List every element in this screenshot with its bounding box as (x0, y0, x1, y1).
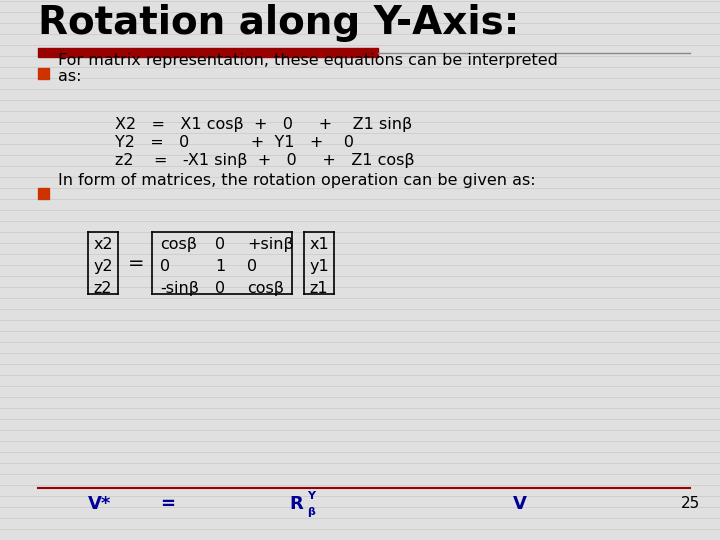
Text: +sinβ: +sinβ (247, 237, 294, 252)
Text: 25: 25 (680, 496, 700, 511)
Text: 0: 0 (215, 237, 225, 252)
Text: x1: x1 (309, 237, 329, 252)
Text: For matrix representation, these equations can be interpreted: For matrix representation, these equatio… (58, 53, 558, 68)
Text: 1: 1 (215, 259, 225, 274)
Text: 0: 0 (247, 259, 257, 274)
Text: R: R (289, 495, 303, 513)
Text: z2: z2 (94, 281, 112, 296)
Text: In form of matrices, the rotation operation can be given as:: In form of matrices, the rotation operat… (58, 173, 536, 188)
Text: Rotation along Y-Axis:: Rotation along Y-Axis: (38, 4, 519, 42)
Text: V: V (513, 495, 527, 513)
Text: Y: Y (307, 491, 315, 501)
Text: y1: y1 (309, 259, 329, 274)
Bar (38, 68, 49, 79)
Bar (38, 48, 378, 57)
Text: y2: y2 (93, 259, 113, 274)
Text: β: β (307, 507, 315, 517)
Text: as:: as: (58, 69, 81, 84)
Text: x2: x2 (93, 237, 113, 252)
Text: Y2   =   0            +  Y1   +    0: Y2 = 0 + Y1 + 0 (115, 135, 354, 150)
Text: 0: 0 (160, 259, 170, 274)
Text: V*: V* (89, 495, 112, 513)
Text: 0: 0 (215, 281, 225, 296)
Text: X2   =   X1 cosβ  +   0     +    Z1 sinβ: X2 = X1 cosβ + 0 + Z1 sinβ (115, 117, 413, 132)
Bar (38, 188, 49, 199)
Text: =: = (127, 253, 144, 273)
Text: z1: z1 (310, 281, 328, 296)
Text: z2    =   -X1 sinβ  +   0     +   Z1 cosβ: z2 = -X1 sinβ + 0 + Z1 cosβ (115, 153, 415, 168)
Text: cosβ: cosβ (247, 281, 284, 296)
Text: cosβ: cosβ (160, 237, 197, 252)
Text: =: = (161, 495, 176, 513)
Text: -sinβ: -sinβ (160, 281, 199, 296)
